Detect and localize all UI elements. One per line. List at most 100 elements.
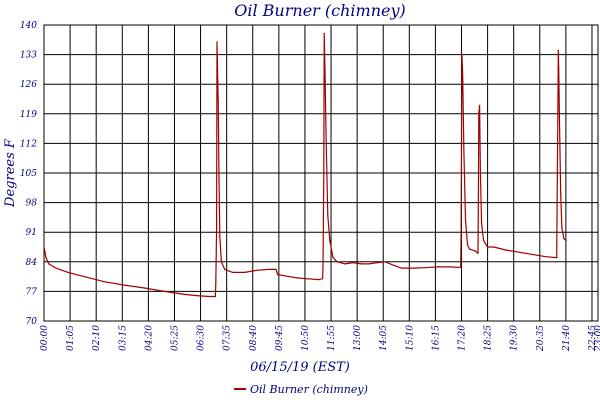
data-point — [352, 262, 354, 264]
x-tick-label: 04:20 — [144, 325, 154, 351]
data-point — [464, 218, 467, 221]
data-point — [318, 279, 320, 281]
x-tick-label: 09:45 — [275, 325, 285, 351]
x-tick-label: 11:55 — [327, 325, 337, 351]
data-point — [557, 49, 559, 52]
data-point — [217, 100, 219, 102]
y-tick-label: 133 — [20, 51, 37, 61]
data-point — [376, 262, 378, 264]
data-point — [475, 250, 477, 252]
data-point — [563, 237, 565, 240]
x-tick-label: 19:30 — [510, 325, 520, 351]
y-tick-label: 105 — [20, 169, 37, 179]
y-tick-labels: 70 77 84 91 98 105 112 119 126 133 140 — [20, 21, 37, 327]
y-tick-label: 91 — [26, 228, 37, 238]
data-point — [216, 62, 218, 64]
y-tick-label: 112 — [20, 139, 37, 149]
data-point — [344, 263, 346, 265]
data-point — [214, 295, 216, 298]
data-point — [456, 266, 459, 268]
data-point — [103, 281, 105, 283]
y-tick-label: 98 — [26, 199, 38, 209]
data-point — [448, 266, 451, 268]
data-point — [556, 206, 558, 208]
x-axis-label: 06/15/19 (EST) — [250, 360, 350, 375]
data-point — [163, 290, 165, 292]
data-point — [461, 54, 463, 56]
x-tick-label: 23:00 — [594, 325, 600, 352]
data-point — [123, 284, 125, 286]
data-point — [460, 266, 462, 268]
data-point — [360, 263, 362, 265]
data-point — [296, 277, 298, 279]
chart-title: Oil Burner (chimney) — [234, 1, 406, 20]
legend: Oil Burner (chimney) — [234, 383, 368, 396]
data-point — [479, 104, 481, 106]
data-point — [487, 246, 489, 248]
data-point — [277, 273, 279, 276]
data-point — [45, 257, 47, 259]
data-point — [305, 278, 308, 280]
data-point — [545, 256, 547, 258]
data-point — [83, 276, 85, 278]
x-tick-label: 17:20 — [458, 325, 468, 351]
data-point — [400, 267, 402, 269]
x-tick-label: 00:00 — [40, 325, 50, 351]
data-point — [412, 267, 414, 269]
x-tick-label: 01:05 — [66, 325, 76, 351]
data-point — [466, 244, 469, 246]
data-point — [244, 271, 246, 273]
data-point — [505, 249, 507, 251]
plot-frame — [43, 24, 599, 322]
data-point — [368, 263, 370, 265]
data-point — [558, 66, 560, 68]
data-point — [493, 246, 495, 248]
data-point — [325, 142, 327, 144]
data-point — [479, 172, 481, 174]
data-point — [463, 151, 465, 153]
x-tick-label: 15:10 — [405, 325, 415, 351]
data-point — [216, 41, 218, 43]
data-point — [332, 257, 334, 259]
x-tick-label: 16:15 — [431, 325, 441, 351]
grid-lines — [43, 24, 599, 322]
data-point — [284, 275, 286, 277]
data-point — [477, 252, 479, 254]
data-point — [268, 268, 270, 270]
data-point — [336, 261, 338, 263]
x-tick-label: 07:35 — [223, 325, 233, 351]
data-point — [216, 227, 218, 229]
data-point — [323, 172, 325, 174]
data-point — [218, 176, 220, 178]
x-tick-label: 21:40 — [562, 325, 572, 352]
data-point — [424, 267, 426, 269]
y-tick-label: 126 — [20, 80, 37, 90]
data-point — [561, 227, 563, 229]
legend-entry: Oil Burner (chimney) — [250, 383, 368, 396]
data-point — [208, 295, 210, 298]
data-point — [557, 109, 559, 111]
data-point — [462, 75, 464, 77]
x-tick-label: 02:10 — [92, 325, 102, 351]
data-point — [220, 261, 222, 263]
data-point — [436, 266, 438, 268]
data-point — [275, 268, 277, 270]
y-axis-label: Degrees F — [3, 138, 18, 208]
data-point — [48, 263, 50, 265]
y-tick-label: 84 — [26, 258, 38, 268]
data-point — [55, 267, 57, 269]
data-point — [322, 278, 324, 280]
x-tick-label: 05:25 — [170, 325, 180, 351]
data-point — [558, 121, 561, 123]
data-point — [183, 293, 186, 295]
data-point — [67, 271, 69, 273]
data-point — [224, 268, 226, 270]
y-tick-label: 140 — [20, 21, 37, 31]
data-point — [322, 265, 324, 267]
data-point — [560, 193, 562, 195]
series-lines — [43, 32, 567, 298]
data-point — [219, 235, 221, 237]
data-point — [196, 295, 198, 297]
